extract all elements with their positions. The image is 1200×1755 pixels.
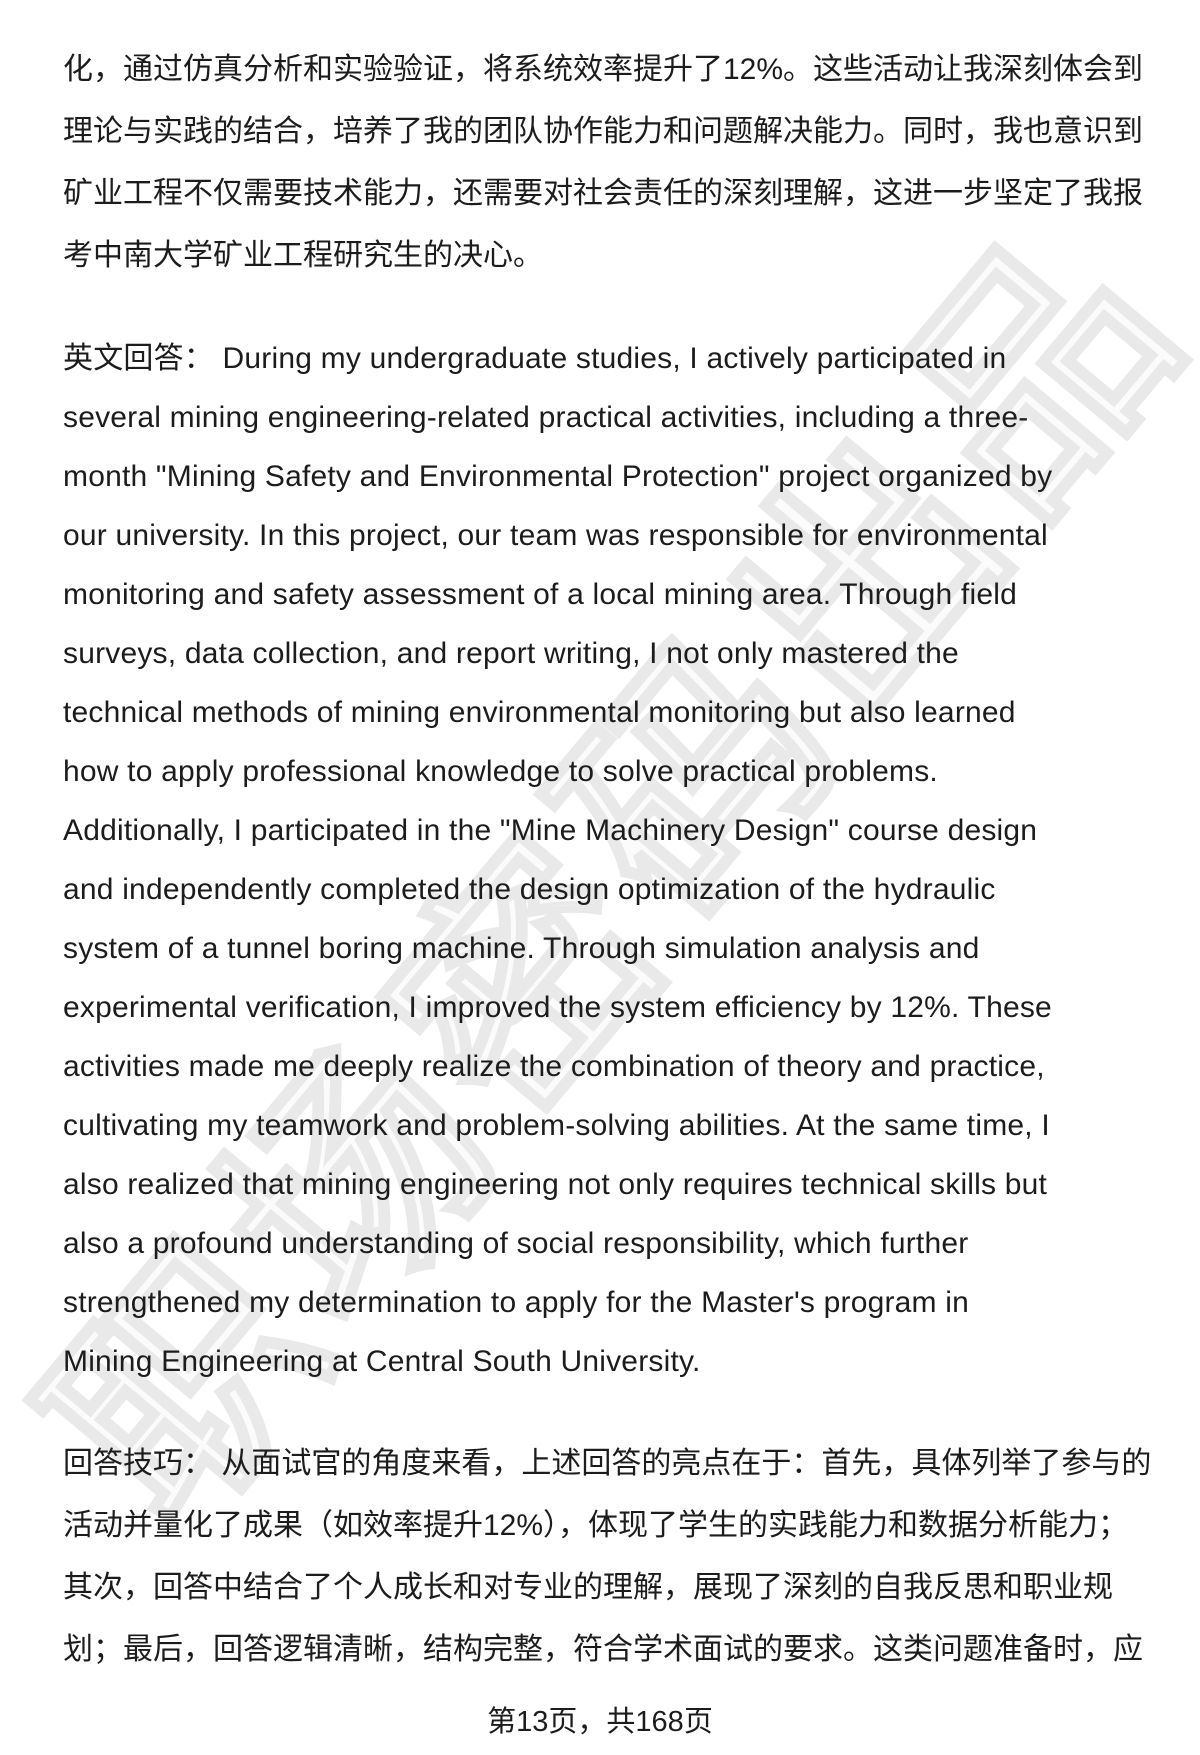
text-line: cultivating my teamwork and problem-solv… [63,1109,1050,1142]
paragraph-english-answer: 英文回答： During my undergraduate studies, I… [63,329,1137,1391]
text-line: and independently completed the design o… [63,873,996,906]
text-line: strengthened my determination to apply f… [63,1286,970,1319]
text-line: Additionally, I participated in the "Min… [63,814,1038,847]
text-line: 矿业工程不仅需要技术能力，还需要对社会责任的深刻理解，这进一步坚定了我报 [63,177,1143,210]
text-line: monitoring and safety assessment of a lo… [63,578,1017,611]
paragraph-chinese-answer-continuation: 化，通过仿真分析和实验验证，将系统效率提升了12%。这些活动让我深刻体会到 理论与… [63,39,1144,287]
text-line: month "Mining Safety and Environmental P… [63,460,1053,493]
text-line: 活动并量化了成果（如效率提升12%），体现了学生的实践能力和数据分析能力； [63,1509,1129,1542]
text-line: how to apply professional knowledge to s… [63,755,938,788]
text-line: system of a tunnel boring machine. Throu… [63,932,980,965]
text-line: activities made me deeply realize the co… [63,1050,1045,1083]
text-line: our university. In this project, our tea… [63,519,1048,552]
text-line: several mining engineering-related pract… [63,401,1029,434]
page-content: 化，通过仿真分析和实验验证，将系统效率提升了12%。这些活动让我深刻体会到 理论与… [63,39,1152,1723]
text-line: Mining Engineering at Central South Univ… [63,1345,701,1378]
text-line: 其次，回答中结合了个人成长和对专业的理解，展现了深刻的自我反思和职业规 [63,1571,1113,1604]
text-line: 理论与实践的结合，培养了我的团队协作能力和问题解决能力。同时，我也意识到 [63,115,1143,148]
paragraph-answer-tips: 回答技巧： 从面试官的角度来看，上述回答的亮点在于：首先，具体列举了参与的 活动并… [63,1433,1152,1681]
text-line: 英文回答： During my undergraduate studies, I… [63,342,1007,375]
text-line: experimental verification, I improved th… [63,991,1052,1024]
text-line: 划；最后，回答逻辑清晰，结构完整，符合学术面试的要求。这类问题准备时，应 [63,1633,1143,1666]
text-line: also a profound understanding of social … [63,1227,969,1260]
page-number: 第13页，共168页 [487,1706,713,1738]
text-line: technical methods of mining environmenta… [63,696,1016,729]
text-line: surveys, data collection, and report wri… [63,637,959,670]
text-line: 考中南大学矿业工程研究生的决心。 [63,239,543,272]
text-line: 回答技巧： 从面试官的角度来看，上述回答的亮点在于：首先，具体列举了参与的 [63,1447,1152,1480]
text-line: 化，通过仿真分析和实验验证，将系统效率提升了12%。这些活动让我深刻体会到 [63,53,1144,86]
text-line: also realized that mining engineering no… [63,1168,1048,1201]
